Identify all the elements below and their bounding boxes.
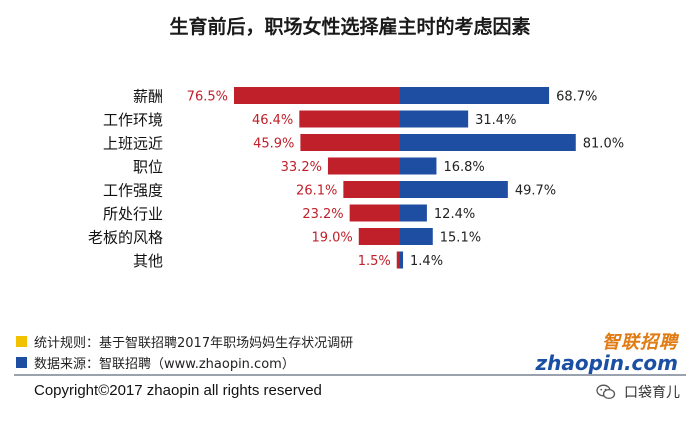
data-label-left: 26.1% xyxy=(296,184,337,199)
bar-right xyxy=(400,204,427,222)
data-label-right: 15.1% xyxy=(440,231,481,246)
data-label-right: 12.4% xyxy=(434,207,475,222)
chart-title: 生育前后，职场女性选择雇主时的考虑因素 xyxy=(169,16,531,38)
bar-left xyxy=(396,251,400,269)
zhaopin-logo: 智联招聘 zhaopin.com xyxy=(535,328,678,375)
legend-rule: 统计规则：基于智联招聘2017年职场妈妈生存状况调研 xyxy=(16,332,353,351)
bar-left xyxy=(233,87,400,104)
bar-left xyxy=(349,204,400,222)
logo-chinese-text: 智联招聘 xyxy=(602,332,678,353)
category-label: 薪酬 xyxy=(133,88,163,106)
data-label-left: 76.5% xyxy=(187,90,228,105)
category-label: 老板的风格 xyxy=(88,229,163,247)
wechat-account-name: 口袋育儿 xyxy=(624,385,680,401)
data-label-right: 16.8% xyxy=(443,160,484,175)
bar-left xyxy=(343,181,400,198)
data-label-right: 1.4% xyxy=(410,254,443,269)
data-label-left: 1.5% xyxy=(358,254,391,269)
data-label-left: 46.4% xyxy=(252,113,293,128)
category-label: 上班远近 xyxy=(103,135,163,153)
copyright-text: Copyright©2017 zhaopin all rights reserv… xyxy=(34,382,322,399)
legend-source: 数据来源：智联招聘（www.zhaopin.com） xyxy=(16,353,295,372)
wechat-account: 口袋育儿 xyxy=(596,382,680,402)
bar-left xyxy=(327,157,400,175)
wechat-icon xyxy=(596,384,616,400)
legend-source-swatch xyxy=(16,357,27,368)
data-label-left: 33.2% xyxy=(281,160,322,175)
bar-left xyxy=(300,134,400,151)
data-label-right: 68.7% xyxy=(556,90,597,105)
category-label: 工作强度 xyxy=(103,182,163,200)
bar-left xyxy=(358,228,400,245)
bar-right xyxy=(400,251,404,269)
bar-right xyxy=(400,110,469,128)
data-label-left: 45.9% xyxy=(253,137,294,152)
bar-left xyxy=(299,110,400,128)
logo-english-text: zhaopin.com xyxy=(535,351,678,375)
category-label: 其他 xyxy=(133,252,163,270)
butterfly-bar-chart: 薪酬 76.5% 68.7% 工作环境 46.4% 31.4% 上班远近 45.9% 81.0%… xyxy=(88,87,624,270)
category-label: 工作环境 xyxy=(103,111,163,129)
category-label: 职位 xyxy=(133,158,163,176)
data-label-right: 81.0% xyxy=(583,137,624,152)
data-label-right: 49.7% xyxy=(515,184,556,199)
data-label-right: 31.4% xyxy=(475,113,516,128)
legend-rule-text: 统计规则：基于智联招聘2017年职场妈妈生存状况调研 xyxy=(34,336,354,351)
bar-right xyxy=(400,181,508,198)
footer-divider xyxy=(14,374,686,376)
data-label-left: 23.2% xyxy=(302,207,343,222)
bar-right xyxy=(400,134,576,151)
bar-right xyxy=(400,87,550,104)
bar-right xyxy=(400,157,437,175)
bar-right xyxy=(400,228,433,245)
legend-source-text: 数据来源：智联招聘（www.zhaopin.com） xyxy=(34,357,295,372)
legend-rule-swatch xyxy=(16,336,27,347)
category-label: 所处行业 xyxy=(103,205,163,223)
data-label-left: 19.0% xyxy=(311,231,352,246)
